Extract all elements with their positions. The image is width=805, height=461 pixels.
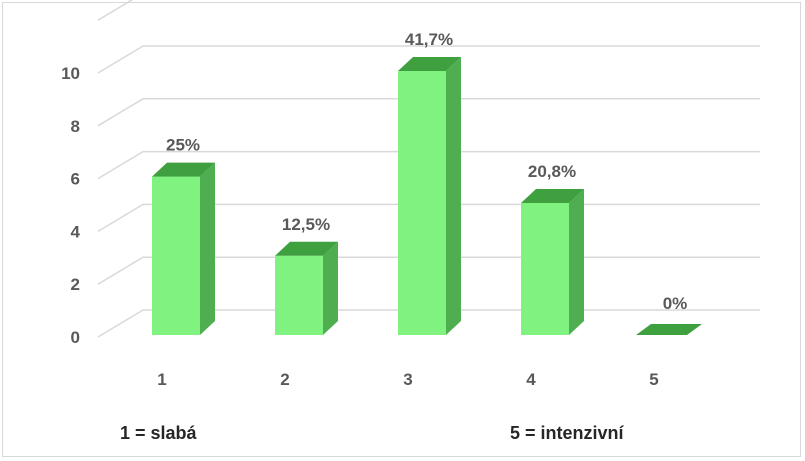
bar-top — [152, 162, 215, 177]
bar-front — [398, 71, 446, 335]
bar — [636, 324, 702, 335]
bar-side — [569, 189, 584, 335]
scale-note-high: 5 = intenzivní — [510, 423, 625, 443]
bar-top — [398, 57, 461, 71]
bar-side — [200, 162, 215, 335]
y-tick-label: 4 — [71, 222, 81, 241]
scale-note-low: 1 = slabá — [120, 423, 198, 443]
bar-front — [275, 255, 323, 335]
bar — [521, 189, 584, 335]
data-label: 41,7% — [405, 30, 453, 49]
y-tick-label: 2 — [71, 275, 80, 294]
x-axis-ticks: 1 2 3 4 5 — [157, 370, 658, 389]
y-tick-label: 6 — [71, 170, 80, 189]
bar — [152, 162, 215, 335]
data-labels: 25% 12,5% 41,7% 20,8% 0% — [166, 30, 687, 313]
data-label: 0% — [663, 294, 688, 313]
data-label: 12,5% — [282, 215, 330, 234]
data-label: 25% — [166, 136, 200, 155]
x-tick-label: 3 — [403, 370, 412, 389]
bar-front — [521, 203, 569, 335]
y-tick-label: 8 — [71, 117, 80, 136]
x-tick-label: 2 — [280, 370, 289, 389]
bar-front — [152, 176, 200, 335]
gridline — [97, 45, 760, 74]
bar-top — [521, 189, 584, 203]
y-axis-ticks: 0 2 4 6 8 10 — [61, 64, 80, 347]
bar-side — [446, 57, 461, 335]
x-tick-label: 1 — [157, 370, 166, 389]
gridline — [97, 98, 760, 127]
y-tick-label: 0 — [71, 328, 80, 347]
gridline — [97, 150, 760, 180]
bar-top — [636, 324, 702, 335]
y-tick-label: 10 — [61, 64, 80, 83]
bar — [275, 241, 338, 335]
bars — [152, 57, 702, 335]
data-label: 20,8% — [528, 162, 576, 181]
gridline — [97, 0, 134, 21]
bar-top — [275, 241, 338, 256]
bar — [398, 57, 461, 335]
x-tick-label: 4 — [526, 370, 536, 389]
x-tick-label: 5 — [649, 370, 658, 389]
bar-side — [323, 241, 338, 335]
